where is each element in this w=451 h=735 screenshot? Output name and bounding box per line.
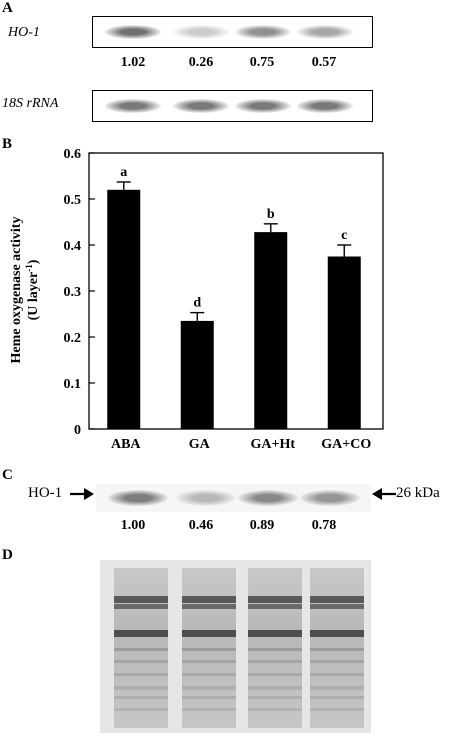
gel-band (248, 630, 302, 637)
gel-band (310, 630, 364, 637)
x-tick-label: GA+Ht (250, 437, 295, 452)
ho1-gene-label: HO-1 (8, 25, 40, 40)
panel-a-label: A (2, 0, 13, 16)
ho1-mrna-band-lane-4 (297, 25, 353, 39)
protein-quant-2: 0.46 (188, 518, 214, 533)
ho1-protein-band-lane-2 (176, 490, 236, 506)
gel-band (310, 673, 364, 676)
gel-lane (114, 568, 168, 728)
gel-band (182, 648, 236, 651)
ho1-protein-band-lane-4 (300, 490, 360, 506)
gel-band (182, 596, 236, 603)
gel-band (114, 696, 168, 699)
gel-band (310, 686, 364, 690)
x-tick-label: ABA (111, 437, 141, 452)
gel-band (182, 708, 236, 711)
ho1-quant-2: 0.26 (188, 55, 214, 70)
gel-band (248, 596, 302, 603)
gel-band (114, 648, 168, 651)
ho1-quant-4: 0.57 (311, 55, 337, 70)
ho1-mrna-band-lane-1 (105, 25, 161, 39)
x-tick-label: GA (189, 437, 211, 452)
gel-lane (310, 568, 364, 728)
gel-band (114, 604, 168, 609)
gel-band (248, 696, 302, 699)
bar-ga (180, 320, 214, 429)
rrna-band-lane-2 (173, 99, 229, 113)
gel-band (182, 686, 236, 690)
gel-band (310, 604, 364, 609)
protein-quant-1: 1.00 (120, 518, 146, 533)
gel-band (248, 708, 302, 711)
y-axis-label-line1: Heme oxygenase activity (9, 217, 24, 364)
right-arrow-icon (372, 488, 396, 500)
y-tick-label: 0.1 (64, 377, 82, 392)
molecular-weight-label: 26 kDa (396, 485, 440, 501)
gel-lane (182, 568, 236, 728)
ho1-western-blot (96, 484, 371, 512)
gel-band (182, 696, 236, 699)
y-tick-label: 0 (74, 423, 81, 438)
gel-band (310, 648, 364, 651)
gel-band (182, 660, 236, 663)
ho1-quant-3: 0.75 (249, 55, 275, 70)
gel-band (114, 708, 168, 711)
ho1-protein-label: HO-1 (28, 485, 63, 501)
gel-band (310, 596, 364, 603)
y-tick-label: 0.5 (64, 193, 82, 208)
gel-band (248, 673, 302, 676)
y-axis-label-line2: (U layer-1) (24, 259, 41, 320)
panel-b-label: B (2, 136, 13, 152)
gel-band (114, 686, 168, 690)
y-tick-label: 0.2 (64, 331, 82, 346)
activity-bar-chart: Heme oxygenase activity (U layer-1) 0 0.1… (9, 147, 384, 452)
gel-band (310, 696, 364, 699)
gel-band (114, 630, 168, 637)
gel-band (182, 604, 236, 609)
ho1-protein-band-lane-3 (238, 490, 298, 506)
ho1-northern-blot (92, 16, 373, 48)
gel-lane (248, 568, 302, 728)
bar-ga-co (327, 256, 361, 429)
gel-band (248, 648, 302, 651)
gel-band (310, 708, 364, 711)
y-tick-label: 0.4 (64, 239, 82, 254)
bar-aba (107, 189, 141, 429)
coomassie-stained-gel (100, 560, 371, 733)
y-tick-label: 0.6 (64, 147, 82, 162)
left-arrow-icon (70, 488, 94, 500)
significance-letter: c (341, 228, 347, 243)
ho1-protein-band-lane-1 (108, 490, 168, 506)
significance-letter: d (193, 296, 201, 311)
protein-quant-4: 0.78 (311, 518, 337, 533)
rrna-band-lane-4 (297, 99, 353, 113)
x-tick-label: GA+CO (321, 437, 371, 452)
bar-ga-ht (254, 232, 288, 429)
gel-band (310, 660, 364, 663)
significance-letter: a (120, 165, 127, 180)
significance-letter: b (267, 207, 275, 222)
rrna-band-lane-3 (235, 99, 291, 113)
panel-d-label: D (2, 547, 13, 563)
protein-quant-3: 0.89 (249, 518, 275, 533)
gel-band (182, 673, 236, 676)
ho1-mrna-band-lane-2 (173, 25, 229, 39)
rrna-loading-blot (92, 90, 373, 122)
ho1-quant-1: 1.02 (120, 55, 146, 70)
ho1-mrna-band-lane-3 (235, 25, 291, 39)
gel-band (248, 660, 302, 663)
rrna-label: 18S rRNA (2, 96, 59, 111)
y-tick-label: 0.3 (64, 285, 82, 300)
gel-band (114, 660, 168, 663)
gel-band (114, 596, 168, 603)
gel-band (114, 673, 168, 676)
gel-band (248, 604, 302, 609)
gel-band (248, 686, 302, 690)
gel-band (182, 630, 236, 637)
rrna-band-lane-1 (105, 99, 161, 113)
panel-c-label: C (2, 467, 13, 483)
